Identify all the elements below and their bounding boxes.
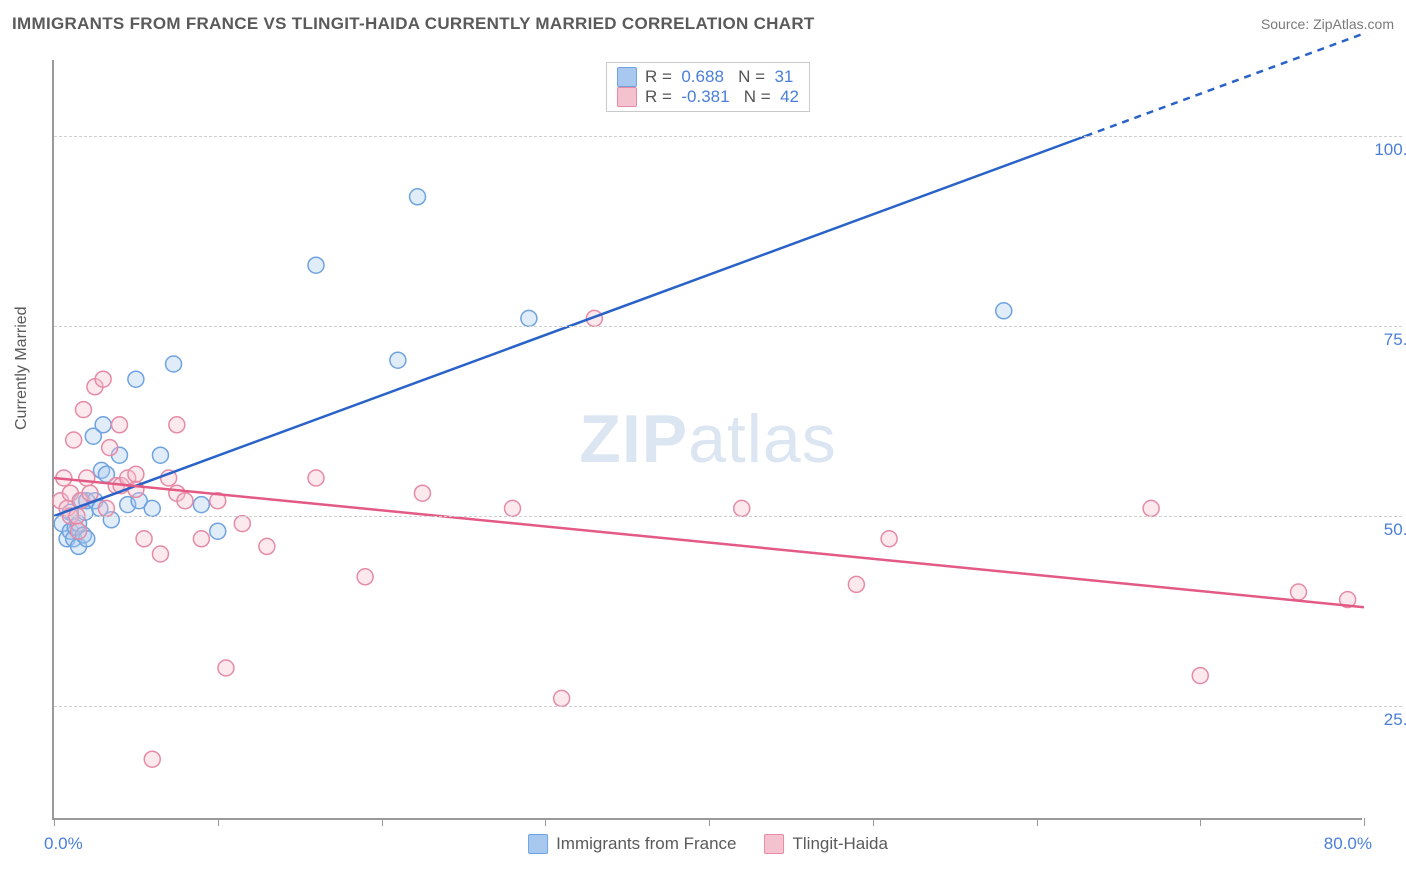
x-axis-max-label: 80.0% (1324, 834, 1372, 854)
legend-swatch (617, 87, 637, 107)
data-point (152, 447, 168, 463)
y-axis-title: Currently Married (13, 306, 31, 430)
legend-correlation-text: R = -0.381 N = 42 (645, 87, 799, 107)
legend-swatch (617, 67, 637, 87)
x-tick (709, 818, 710, 826)
data-point (1192, 668, 1208, 684)
data-point (193, 497, 209, 513)
data-point (357, 569, 373, 585)
x-tick (1200, 818, 1201, 826)
title-bar: IMMIGRANTS FROM FRANCE VS TLINGIT-HAIDA … (12, 10, 1394, 38)
data-point (234, 516, 250, 532)
data-point (71, 523, 87, 539)
data-point (1143, 500, 1159, 516)
data-point (210, 523, 226, 539)
x-tick (218, 818, 219, 826)
data-point (410, 189, 426, 205)
data-point (136, 531, 152, 547)
gridline (54, 706, 1402, 707)
legend-swatch (528, 834, 548, 854)
legend-series-label: Tlingit-Haida (793, 834, 888, 854)
source-prefix: Source: (1261, 16, 1313, 32)
regression-line (54, 478, 1364, 607)
data-point (390, 352, 406, 368)
x-tick (54, 818, 55, 826)
legend-swatch (765, 834, 785, 854)
data-point (554, 690, 570, 706)
data-point (144, 500, 160, 516)
data-point (79, 470, 95, 486)
data-point (848, 576, 864, 592)
data-point (308, 257, 324, 273)
gridline (54, 326, 1402, 327)
plot-svg (54, 60, 1362, 818)
data-point (144, 751, 160, 767)
source-value: ZipAtlas.com (1313, 16, 1394, 32)
data-point (102, 440, 118, 456)
data-point (75, 402, 91, 418)
data-point (95, 417, 111, 433)
data-point (128, 466, 144, 482)
data-point (66, 432, 82, 448)
data-point (308, 470, 324, 486)
source-label: Source: ZipAtlas.com (1261, 16, 1394, 32)
legend-correlation: R = 0.688 N = 31R = -0.381 N = 42 (606, 62, 810, 112)
data-point (166, 356, 182, 372)
data-point (152, 546, 168, 562)
legend-series: Immigrants from France Tlingit-Haida (528, 834, 888, 854)
data-point (259, 538, 275, 554)
y-tick-label: 25.0% (1384, 710, 1406, 730)
chart-title: IMMIGRANTS FROM FRANCE VS TLINGIT-HAIDA … (12, 14, 815, 34)
gridline (54, 136, 1402, 137)
legend-correlation-row: R = -0.381 N = 42 (617, 87, 799, 107)
x-axis-min-label: 0.0% (44, 834, 83, 854)
legend-series-item: Immigrants from France (528, 834, 736, 854)
data-point (177, 493, 193, 509)
data-point (98, 500, 114, 516)
plot-area: ZIPatlas R = 0.688 N = 31R = -0.381 N = … (52, 60, 1362, 820)
y-tick-label: 75.0% (1384, 330, 1406, 350)
y-tick-label: 100.0% (1374, 140, 1406, 160)
data-point (414, 485, 430, 501)
data-point (82, 485, 98, 501)
chart-container: IMMIGRANTS FROM FRANCE VS TLINGIT-HAIDA … (0, 0, 1406, 892)
x-tick (545, 818, 546, 826)
legend-series-label: Immigrants from France (556, 834, 736, 854)
x-tick (873, 818, 874, 826)
data-point (95, 371, 111, 387)
data-point (521, 310, 537, 326)
legend-series-item: Tlingit-Haida (765, 834, 888, 854)
data-point (193, 531, 209, 547)
data-point (169, 417, 185, 433)
data-point (881, 531, 897, 547)
data-point (112, 417, 128, 433)
data-point (996, 303, 1012, 319)
x-tick (382, 818, 383, 826)
legend-correlation-text: R = 0.688 N = 31 (645, 67, 793, 87)
data-point (734, 500, 750, 516)
data-point (505, 500, 521, 516)
x-tick (1364, 818, 1365, 826)
data-point (1291, 584, 1307, 600)
y-tick-label: 50.0% (1384, 520, 1406, 540)
regression-line-extension (1086, 33, 1364, 136)
gridline (54, 516, 1402, 517)
x-tick (1037, 818, 1038, 826)
data-point (128, 371, 144, 387)
legend-correlation-row: R = 0.688 N = 31 (617, 67, 799, 87)
data-point (218, 660, 234, 676)
